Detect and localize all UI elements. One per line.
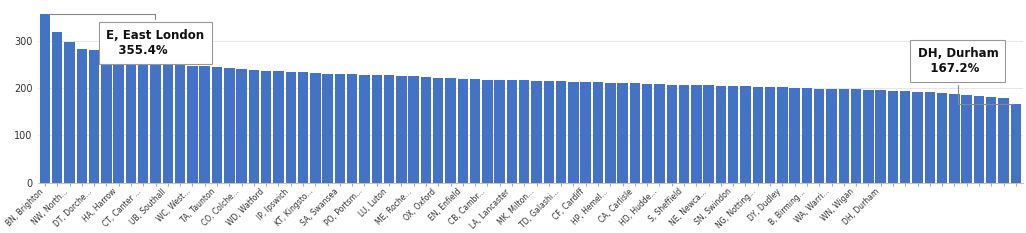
Bar <box>174 65 186 183</box>
Bar <box>875 90 885 183</box>
Bar <box>273 72 283 183</box>
Bar <box>224 68 235 183</box>
Bar <box>163 64 173 183</box>
Bar <box>998 98 1009 183</box>
Bar <box>704 85 714 183</box>
Bar <box>655 84 665 183</box>
Bar <box>556 82 566 183</box>
Bar <box>937 93 947 183</box>
Bar <box>495 79 505 183</box>
Bar <box>40 14 50 183</box>
Bar <box>1011 104 1021 183</box>
Bar <box>89 50 100 183</box>
Bar <box>211 67 223 183</box>
Bar <box>838 89 849 183</box>
Bar <box>458 79 468 183</box>
Bar <box>961 95 972 183</box>
Bar <box>789 88 800 183</box>
Bar <box>728 86 739 183</box>
Bar <box>593 82 603 183</box>
Bar <box>102 57 112 183</box>
Bar <box>568 82 579 183</box>
Text: DH, Durham
   167.2%: DH, Durham 167.2% <box>917 47 1013 104</box>
Bar <box>679 85 689 183</box>
Bar <box>716 86 726 183</box>
Bar <box>114 58 124 183</box>
Bar <box>752 87 763 183</box>
Bar <box>248 70 260 183</box>
Bar <box>126 60 136 183</box>
Bar <box>199 66 210 183</box>
Bar <box>740 86 751 183</box>
Bar <box>949 94 959 183</box>
Bar <box>642 84 653 183</box>
Bar <box>285 72 295 183</box>
Bar <box>298 72 308 183</box>
Bar <box>334 74 345 183</box>
Bar <box>65 42 75 183</box>
Bar <box>261 71 272 183</box>
Bar <box>667 85 677 183</box>
Bar <box>887 91 898 183</box>
Bar <box>470 79 480 183</box>
Bar <box>801 88 813 183</box>
Bar <box>347 74 357 183</box>
Bar <box>421 77 431 183</box>
Bar <box>605 83 616 183</box>
Bar <box>507 80 517 183</box>
Bar <box>986 97 996 183</box>
Bar <box>322 74 332 183</box>
Bar <box>236 69 247 183</box>
Bar <box>359 75 369 183</box>
Bar <box>581 82 591 183</box>
Bar <box>544 82 554 183</box>
Bar <box>900 91 910 183</box>
Bar <box>826 89 837 183</box>
Bar <box>433 78 443 183</box>
Bar <box>408 76 419 183</box>
Bar <box>777 87 788 183</box>
Bar <box>371 75 382 183</box>
Bar <box>912 92 922 183</box>
Text: E, East London
   355.4%: E, East London 355.4% <box>48 14 204 57</box>
Bar <box>519 80 529 183</box>
Bar <box>139 61 149 183</box>
Bar <box>310 73 320 183</box>
Bar <box>396 76 406 183</box>
Bar <box>764 87 776 183</box>
Bar <box>531 81 542 183</box>
Bar <box>384 75 394 183</box>
Bar <box>851 89 861 183</box>
Bar <box>187 66 198 183</box>
Bar <box>77 49 87 183</box>
Bar <box>814 89 825 183</box>
Bar <box>151 61 161 183</box>
Bar <box>924 92 935 183</box>
Bar <box>863 90 873 183</box>
Bar <box>974 96 984 183</box>
Bar <box>482 79 492 183</box>
Bar <box>445 78 456 183</box>
Bar <box>630 83 640 183</box>
Bar <box>692 85 702 183</box>
Bar <box>618 83 628 183</box>
Bar <box>52 32 63 183</box>
